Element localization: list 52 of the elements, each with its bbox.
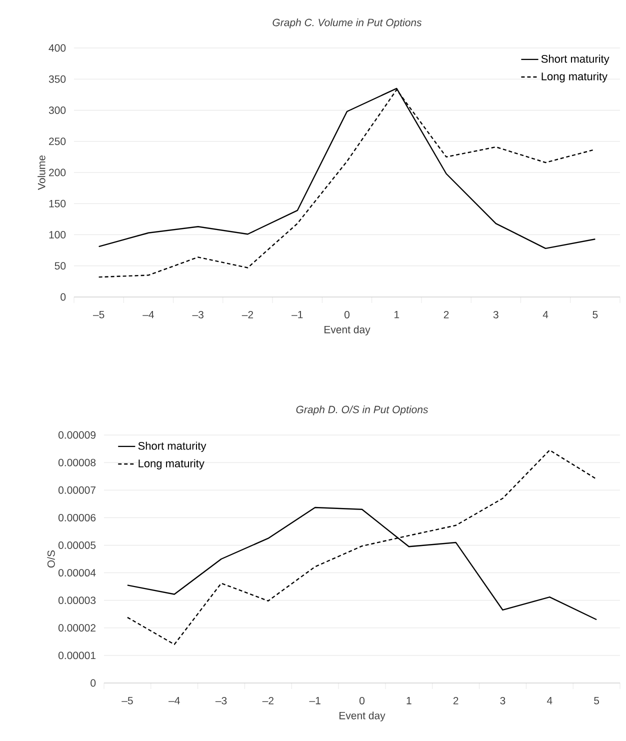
x-tick-label: 4 bbox=[542, 310, 548, 318]
y-tick-label: 50 bbox=[54, 262, 66, 270]
legend-label: Long maturity bbox=[542, 72, 608, 82]
x-tick-label: –1 bbox=[292, 310, 303, 318]
x-tick-label: 0 bbox=[344, 310, 350, 318]
x-tick-label: 4 bbox=[546, 696, 552, 704]
y-tick-label: 250 bbox=[49, 138, 66, 146]
y-tick-label: 300 bbox=[48, 106, 66, 114]
x-tick-label: –2 bbox=[262, 696, 274, 704]
y-axis-title: Volume bbox=[38, 155, 46, 190]
y-tick-label: 0.00003 bbox=[58, 596, 96, 604]
y-tick-label: 0 bbox=[90, 679, 96, 687]
y-tick-label: 350 bbox=[48, 75, 66, 83]
x-tick-label: –3 bbox=[215, 696, 227, 704]
y-tick-label: 0.00007 bbox=[58, 486, 96, 494]
chart-title: Graph C. Volume in Put Options bbox=[272, 18, 422, 28]
x-tick-label: 2 bbox=[444, 310, 449, 318]
x-tick-label: –3 bbox=[192, 310, 204, 318]
x-axis-title: Event day bbox=[340, 712, 386, 722]
x-tick-label: 1 bbox=[394, 310, 400, 318]
y-tick-label: 0.00001 bbox=[58, 652, 96, 660]
x-tick-label: –4 bbox=[142, 310, 154, 318]
y-tick-label: 0.00005 bbox=[58, 542, 96, 549]
x-tick-label: 3 bbox=[493, 310, 498, 318]
chart-title: Graph D. O/S in Put Options bbox=[296, 406, 428, 416]
x-tick-label: 0 bbox=[359, 696, 365, 704]
x-tick-label: 1 bbox=[406, 696, 412, 704]
y-tick-label: 400 bbox=[48, 44, 66, 52]
legend-label: Short maturity bbox=[138, 442, 206, 452]
y-tick-label: 0.00008 bbox=[58, 458, 96, 466]
legend-label: Long maturity bbox=[138, 459, 204, 470]
x-tick-label: 5 bbox=[592, 310, 598, 318]
y-tick-label: 0.00009 bbox=[58, 431, 96, 439]
y-tick-label: 100 bbox=[49, 231, 66, 238]
y-axis-title: O/S bbox=[47, 550, 55, 568]
y-tick-label: 0 bbox=[60, 293, 66, 301]
line-series bbox=[98, 89, 596, 278]
x-axis-title: Event day bbox=[324, 326, 370, 336]
x-tick-label: 2 bbox=[453, 696, 458, 704]
x-tick-label: 5 bbox=[594, 696, 600, 704]
x-tick-label: –1 bbox=[309, 696, 320, 704]
y-tick-label: 0.00002 bbox=[58, 624, 96, 632]
y-tick-label: 0.00006 bbox=[58, 514, 96, 522]
x-tick-label: –5 bbox=[122, 696, 133, 704]
x-tick-label: 3 bbox=[500, 696, 506, 704]
y-tick-label: 0.00004 bbox=[58, 569, 96, 577]
x-tick-label: –4 bbox=[168, 696, 180, 704]
y-tick-label: 200 bbox=[49, 168, 66, 176]
x-tick-label: –5 bbox=[92, 310, 104, 318]
y-tick-label: 150 bbox=[49, 200, 66, 208]
legend-label: Short maturity bbox=[541, 54, 610, 65]
x-tick-label: –2 bbox=[242, 310, 254, 318]
